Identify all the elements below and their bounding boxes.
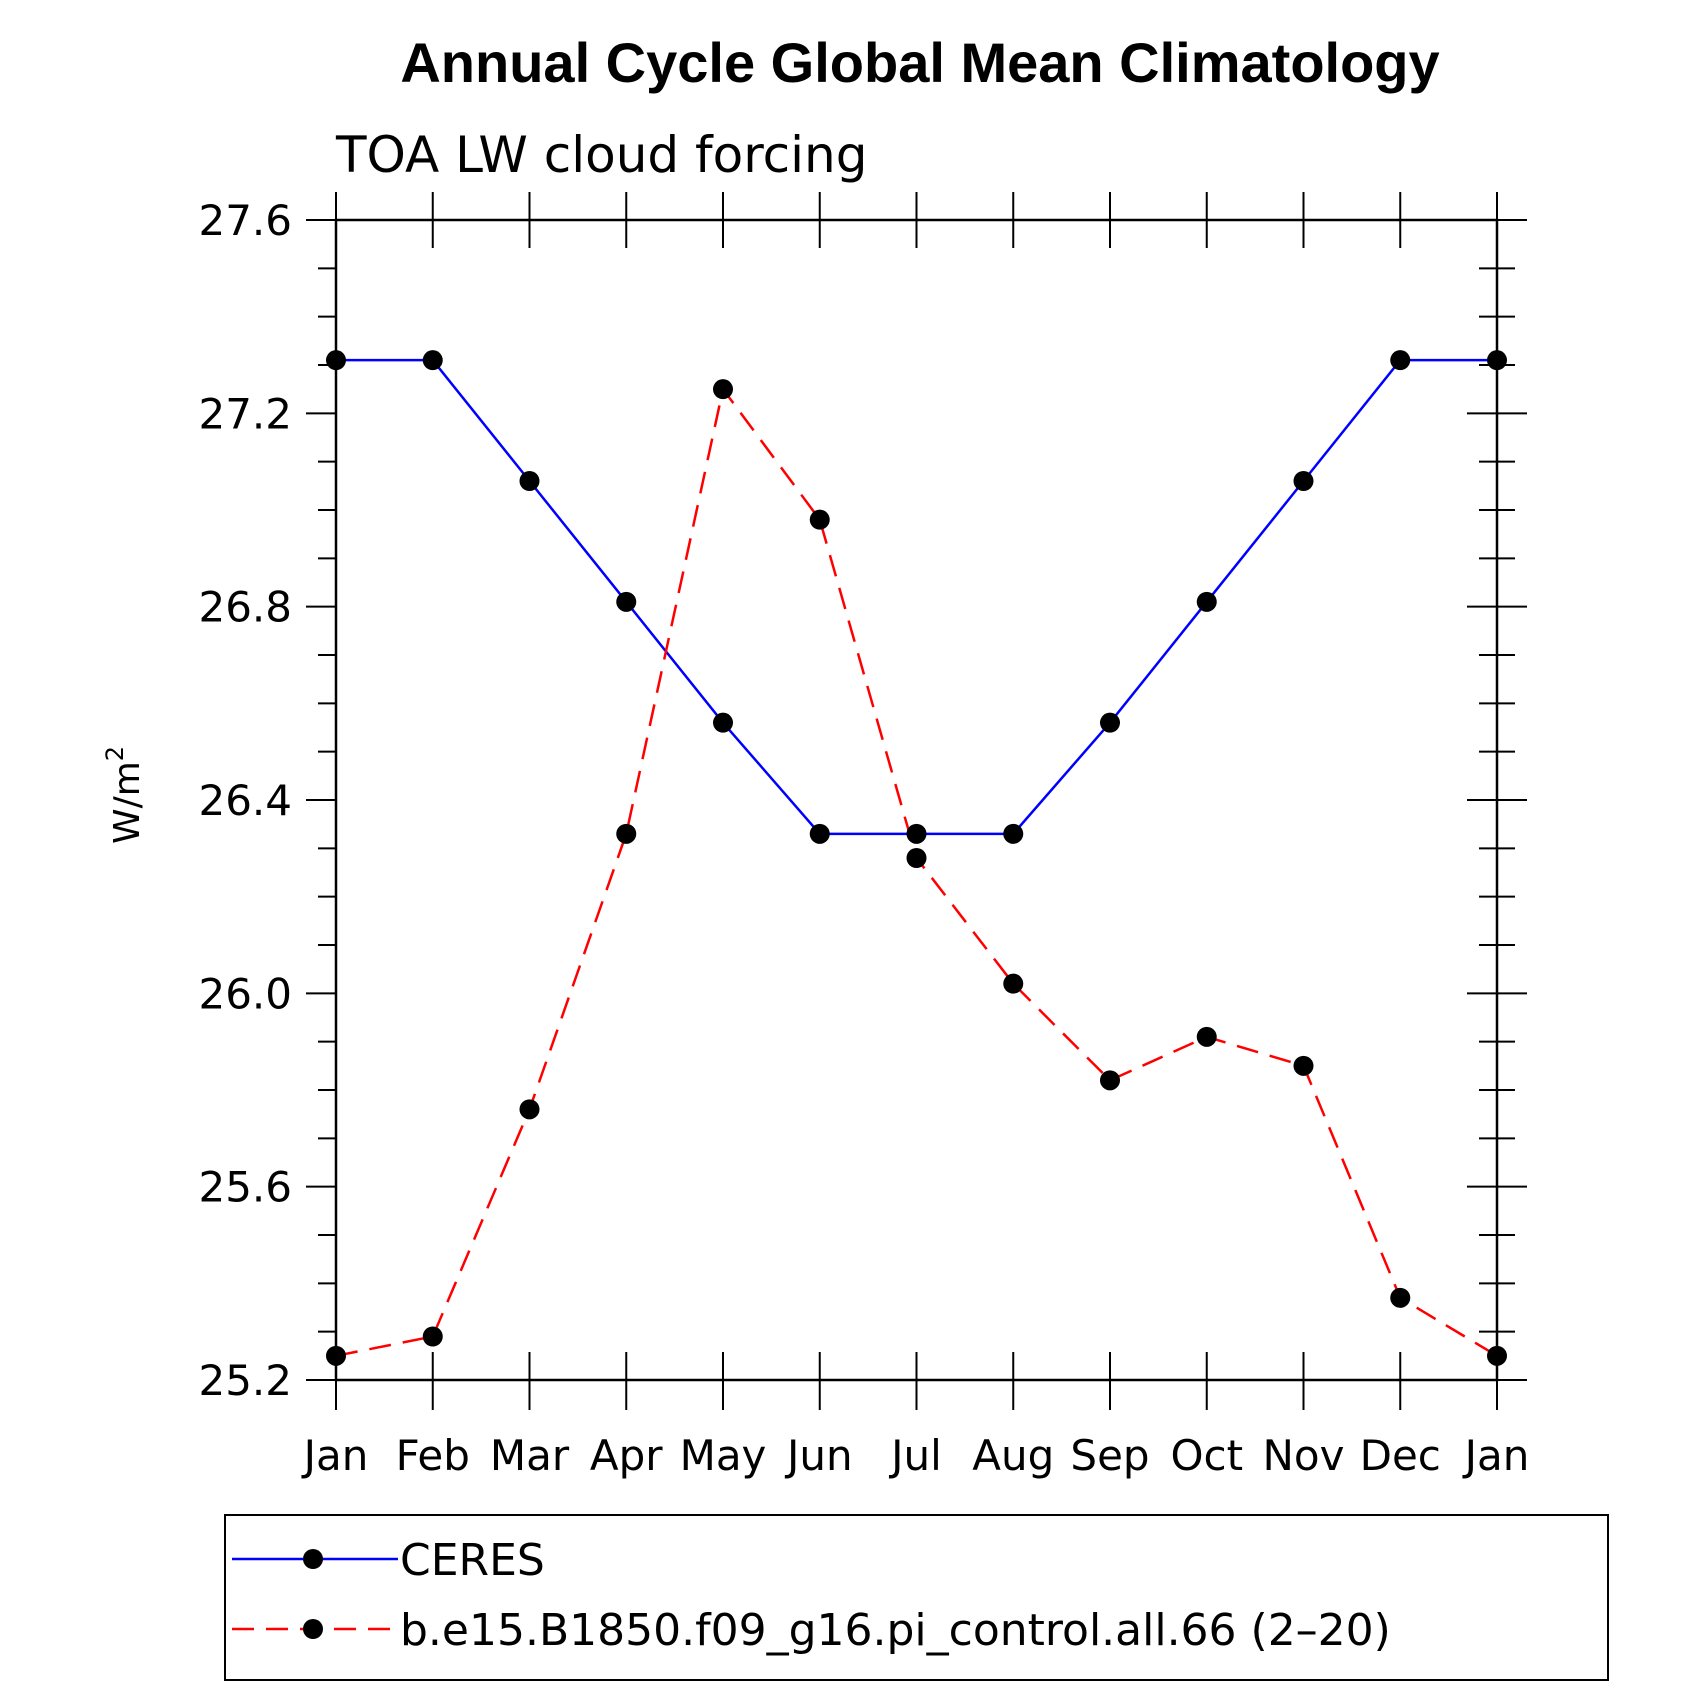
data-point	[1293, 1055, 1314, 1076]
x-tick-label: Apr	[590, 1431, 663, 1480]
series-markers	[326, 350, 1507, 1366]
x-tick-label: Nov	[1263, 1431, 1345, 1480]
data-point	[1003, 823, 1024, 844]
y-axis-label: W/m2	[101, 746, 148, 844]
plot-frame	[306, 192, 1527, 1410]
x-tick-label: Mar	[490, 1431, 570, 1480]
data-point	[422, 1326, 443, 1347]
y-tick-label: 26.4	[198, 776, 292, 825]
chart-subtitle: TOA LW cloud forcing	[335, 126, 867, 184]
data-point	[326, 1345, 346, 1366]
series-line-0	[336, 358, 1497, 836]
x-tick-label: Jul	[888, 1431, 942, 1480]
x-tick-label: Aug	[972, 1431, 1054, 1480]
data-point	[809, 823, 830, 844]
data-point	[906, 848, 927, 868]
data-point	[1390, 1287, 1411, 1308]
legend: CERES b.e15.B1850.f09_g16.pi_control.all…	[224, 1514, 1609, 1681]
y-tick-label: 27.2	[198, 389, 292, 438]
data-point	[809, 509, 830, 530]
data-point	[713, 712, 733, 733]
data-point	[616, 591, 637, 612]
legend-box	[224, 1514, 1609, 1681]
x-tick-label: Oct	[1170, 1431, 1243, 1480]
x-tick-label: Jun	[784, 1431, 853, 1480]
data-point	[1196, 1026, 1217, 1047]
y-tick-label: 26.8	[198, 583, 292, 632]
data-point	[422, 350, 443, 371]
data-point	[906, 823, 927, 844]
data-point	[616, 823, 637, 844]
data-point	[1003, 973, 1024, 994]
data-point	[1487, 1345, 1507, 1366]
x-tick-labels: Jan Feb Mar Apr May Jun Jul Aug Sep Oct Nov Dec Jan	[301, 1431, 1530, 1480]
data-point	[1100, 1070, 1120, 1091]
y-tick-label: 26.0	[198, 969, 292, 1018]
data-point	[519, 1099, 540, 1120]
y-tick-labels: 25.2 25.6 26.0 26.4 26.8 27.2 27.6	[198, 196, 292, 1405]
x-tick-label: Sep	[1070, 1431, 1149, 1480]
x-tick-label: May	[680, 1431, 767, 1480]
y-tick-label: 25.2	[198, 1356, 292, 1405]
data-point	[1487, 350, 1507, 371]
data-point	[1293, 471, 1314, 491]
legend-marker-model	[303, 1619, 323, 1639]
data-point	[1196, 591, 1217, 612]
legend-label-ceres: CERES	[400, 1535, 545, 1586]
data-point	[519, 471, 540, 491]
legend-label-model: b.e15.B1850.f09_g16.pi_control.all.66 (2…	[400, 1605, 1391, 1656]
data-point	[1100, 712, 1120, 733]
y-tick-label: 25.6	[198, 1163, 292, 1212]
series-line-1	[335, 386, 1498, 1358]
data-point	[326, 350, 346, 371]
chart-title: Annual Cycle Global Mean Climatology	[400, 31, 1439, 94]
data-point	[713, 379, 733, 400]
x-tick-label: Dec	[1360, 1431, 1441, 1480]
x-tick-label: Feb	[396, 1431, 470, 1480]
x-tick-label: Jan	[1462, 1431, 1530, 1480]
plot-border	[334, 218, 1499, 1382]
legend-marker-ceres	[303, 1549, 323, 1569]
data-point	[1390, 350, 1411, 371]
y-tick-label: 27.6	[198, 196, 292, 245]
x-tick-label: Jan	[301, 1431, 369, 1480]
